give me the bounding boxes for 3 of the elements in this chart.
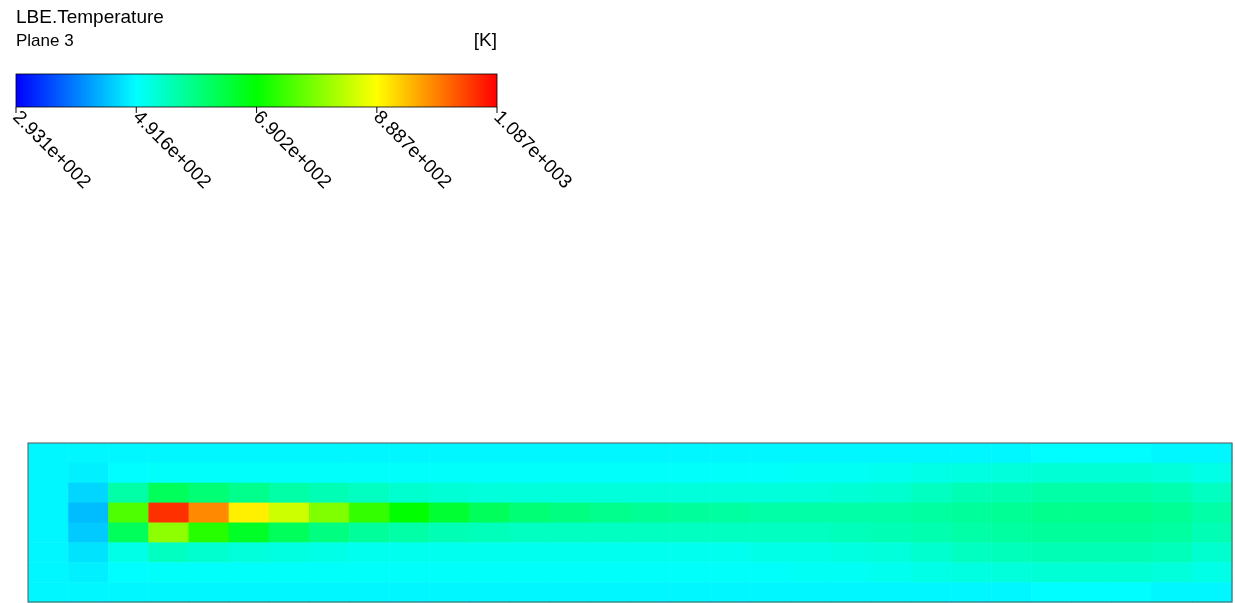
color-bar-title: [K]	[473, 29, 497, 50]
chart-title: LBE.Temperature	[16, 6, 164, 27]
chart-subtitle: Plane 3	[16, 31, 74, 50]
